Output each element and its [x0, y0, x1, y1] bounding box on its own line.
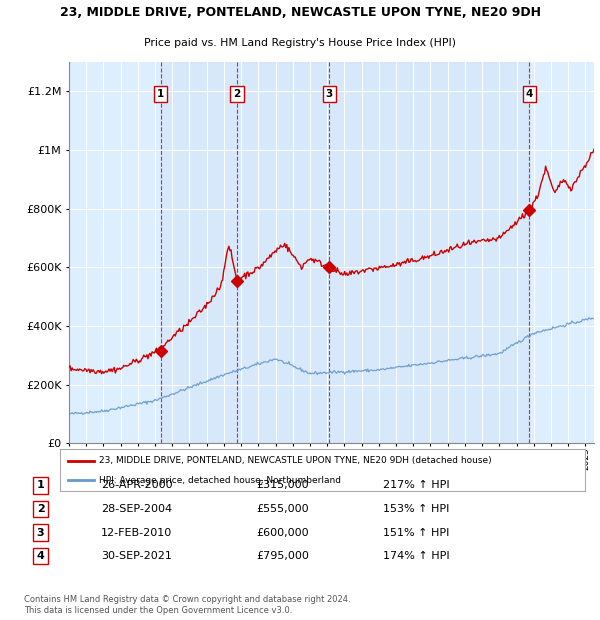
Text: 4: 4	[526, 89, 533, 99]
Text: £315,000: £315,000	[256, 480, 308, 490]
Bar	[161, 62, 529, 443]
Text: 3: 3	[37, 528, 44, 538]
Text: 26-APR-2000: 26-APR-2000	[101, 480, 173, 490]
Text: 1: 1	[37, 480, 44, 490]
Text: 153% ↑ HPI: 153% ↑ HPI	[383, 504, 449, 514]
Text: £555,000: £555,000	[256, 504, 308, 514]
Text: 2: 2	[233, 89, 241, 99]
Text: Price paid vs. HM Land Registry's House Price Index (HPI): Price paid vs. HM Land Registry's House …	[144, 38, 456, 48]
Text: 12-FEB-2010: 12-FEB-2010	[101, 528, 173, 538]
Text: 3: 3	[326, 89, 333, 99]
Text: 151% ↑ HPI: 151% ↑ HPI	[383, 528, 449, 538]
Text: 23, MIDDLE DRIVE, PONTELAND, NEWCASTLE UPON TYNE, NE20 9DH (detached house): 23, MIDDLE DRIVE, PONTELAND, NEWCASTLE U…	[100, 456, 492, 465]
Text: HPI: Average price, detached house, Northumberland: HPI: Average price, detached house, Nort…	[100, 476, 341, 485]
Text: 1: 1	[157, 89, 164, 99]
Text: 4: 4	[37, 551, 44, 561]
Text: 2: 2	[37, 504, 44, 514]
Text: £795,000: £795,000	[256, 551, 309, 561]
Text: 217% ↑ HPI: 217% ↑ HPI	[383, 480, 449, 490]
Text: Contains HM Land Registry data © Crown copyright and database right 2024.
This d: Contains HM Land Registry data © Crown c…	[24, 595, 350, 614]
Text: 30-SEP-2021: 30-SEP-2021	[101, 551, 172, 561]
Text: £600,000: £600,000	[256, 528, 308, 538]
Text: 174% ↑ HPI: 174% ↑ HPI	[383, 551, 449, 561]
Text: 23, MIDDLE DRIVE, PONTELAND, NEWCASTLE UPON TYNE, NE20 9DH: 23, MIDDLE DRIVE, PONTELAND, NEWCASTLE U…	[59, 6, 541, 19]
Text: 28-SEP-2004: 28-SEP-2004	[101, 504, 172, 514]
